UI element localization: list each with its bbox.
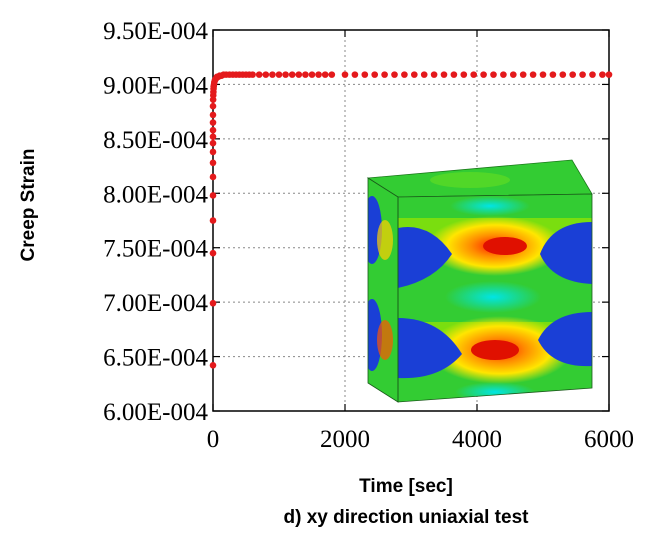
data-point bbox=[209, 249, 217, 257]
data-point bbox=[391, 71, 398, 78]
data-point bbox=[450, 71, 458, 78]
y-axis-title: Creep Strain bbox=[18, 149, 39, 262]
data-point bbox=[361, 71, 369, 78]
y-tick-label: 8.00E-004 bbox=[103, 181, 208, 208]
y-tick-label: 9.50E-004 bbox=[103, 18, 208, 45]
y-tick-label: 7.50E-004 bbox=[103, 236, 208, 263]
data-point bbox=[249, 71, 256, 78]
x-tick-label: 2000 bbox=[320, 426, 370, 453]
x-tick-label: 6000 bbox=[584, 426, 634, 453]
data-point bbox=[209, 173, 217, 181]
y-tick-label: 9.00E-004 bbox=[103, 72, 208, 99]
data-point bbox=[420, 71, 428, 78]
data-point bbox=[209, 139, 217, 147]
data-point bbox=[275, 71, 283, 78]
data-point bbox=[209, 111, 217, 119]
data-point bbox=[321, 71, 329, 78]
data-point bbox=[209, 133, 217, 140]
data-point bbox=[549, 71, 557, 78]
x-tick-label: 4000 bbox=[452, 426, 502, 453]
inset-side-face bbox=[368, 178, 398, 402]
data-point bbox=[569, 71, 576, 78]
data-point bbox=[209, 299, 217, 307]
y-tick-label: 6.00E-004 bbox=[103, 399, 208, 426]
data-point bbox=[510, 71, 517, 78]
data-point bbox=[209, 192, 217, 199]
x-axis-ticks: 0 2000 4000 6000 bbox=[207, 30, 634, 453]
data-point bbox=[209, 119, 217, 126]
data-point bbox=[209, 126, 217, 134]
data-point bbox=[411, 71, 418, 78]
y-axis-ticks: 6.00E-004 6.50E-004 7.00E-004 7.50E-004 8.00… bbox=[103, 18, 609, 426]
inset-front-face bbox=[398, 194, 592, 402]
x-tick-label: 0 bbox=[207, 426, 220, 453]
data-point bbox=[529, 71, 537, 78]
data-point bbox=[328, 71, 336, 78]
data-point bbox=[282, 71, 289, 78]
data-point bbox=[519, 71, 527, 78]
contour-inset bbox=[366, 159, 593, 403]
y-tick-label: 8.50E-004 bbox=[103, 127, 208, 154]
data-point bbox=[288, 71, 296, 78]
data-point bbox=[381, 71, 388, 78]
data-point bbox=[209, 159, 217, 167]
data-point bbox=[430, 71, 438, 78]
data-point bbox=[341, 71, 349, 78]
data-point bbox=[209, 217, 217, 224]
data-points bbox=[209, 71, 613, 369]
data-point bbox=[440, 71, 448, 78]
data-point bbox=[351, 71, 359, 78]
data-point bbox=[539, 71, 547, 78]
x-axis-title: Time [sec] bbox=[359, 476, 453, 497]
data-point bbox=[209, 102, 217, 110]
data-point bbox=[605, 71, 613, 78]
data-point bbox=[490, 71, 497, 78]
data-point bbox=[589, 71, 596, 78]
data-point bbox=[460, 71, 468, 78]
data-point bbox=[308, 71, 316, 78]
data-point bbox=[470, 71, 478, 78]
data-point bbox=[295, 71, 303, 78]
data-point bbox=[315, 71, 322, 78]
data-point bbox=[209, 148, 217, 156]
data-point bbox=[255, 71, 263, 78]
data-point bbox=[401, 71, 408, 78]
y-tick-label: 7.00E-004 bbox=[103, 290, 208, 317]
figure-caption: d) xy direction uniaxial test bbox=[284, 507, 530, 528]
data-point bbox=[500, 71, 507, 78]
data-point bbox=[559, 71, 567, 78]
data-point bbox=[599, 71, 606, 78]
data-point bbox=[579, 71, 586, 78]
data-point bbox=[302, 71, 309, 78]
data-point bbox=[209, 361, 217, 369]
data-point bbox=[371, 71, 379, 78]
data-point bbox=[269, 71, 276, 78]
y-tick-label: 6.50E-004 bbox=[103, 345, 208, 372]
data-point bbox=[480, 71, 487, 78]
data-point bbox=[262, 71, 270, 78]
